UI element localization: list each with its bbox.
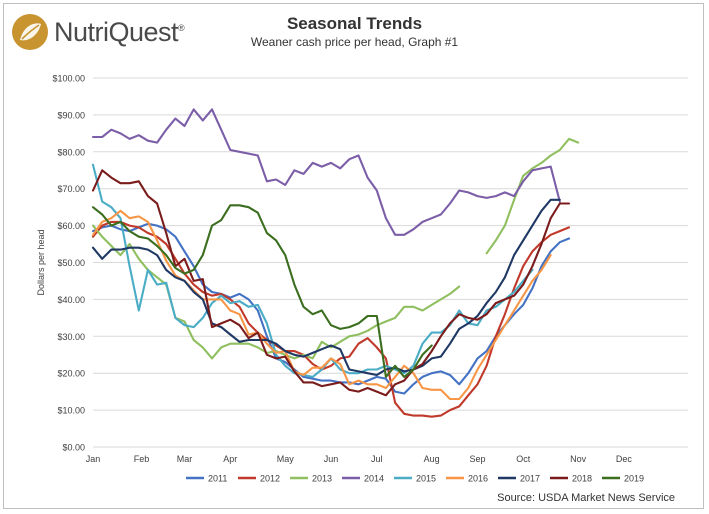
y-tick-label: $60.00 xyxy=(57,221,85,231)
legend-label-2017: 2017 xyxy=(520,474,540,484)
y-tick-label: $0.00 xyxy=(62,443,85,453)
x-tick-label: Oct xyxy=(516,454,531,464)
series-line-2011 xyxy=(91,222,571,395)
series-line-2015 xyxy=(91,163,534,378)
x-tick-label: Jan xyxy=(86,454,101,464)
chart-title: Seasonal Trends xyxy=(286,14,423,33)
source-note: Source: USDA Market News Service xyxy=(497,492,675,504)
series-line-2014 xyxy=(91,108,561,236)
x-tick-label: Jun xyxy=(324,454,339,464)
y-tick-label: $30.00 xyxy=(57,332,85,342)
legend-label-2019: 2019 xyxy=(624,474,644,484)
y-tick-label: $70.00 xyxy=(57,184,85,194)
x-tick-label: Sep xyxy=(469,454,485,464)
y-tick-label: $40.00 xyxy=(57,295,85,305)
series-line-2012 xyxy=(91,220,571,418)
y-tick-label: $20.00 xyxy=(57,369,85,379)
brand-logo: NutriQuest® xyxy=(12,12,185,52)
legend-label-2011: 2011 xyxy=(208,474,227,484)
x-tick-label: Dec xyxy=(616,454,633,464)
y-tick-label: $90.00 xyxy=(57,110,85,120)
legend-label-2016: 2016 xyxy=(468,474,488,484)
x-tick-label: May xyxy=(277,454,295,464)
series-line-2013 xyxy=(91,224,461,360)
y-tick-label: $50.00 xyxy=(57,258,85,268)
x-tick-label: Nov xyxy=(570,454,587,464)
brand-name: NutriQuest® xyxy=(54,16,185,47)
chart-frame xyxy=(3,3,704,509)
x-tick-label: Aug xyxy=(424,454,440,464)
legend-label-2018: 2018 xyxy=(572,474,592,484)
x-tick-label: Mar xyxy=(177,454,193,464)
series-line-2018 xyxy=(91,169,571,397)
y-tick-label: $100.00 xyxy=(52,74,85,84)
y-axis-label: Dollars per head xyxy=(36,229,46,295)
x-tick-label: Jul xyxy=(371,454,383,464)
y-tick-label: $80.00 xyxy=(57,147,85,157)
chart-subtitle: Weaner cash price per head, Graph #1 xyxy=(250,35,459,49)
leaf-logo-icon xyxy=(12,14,48,50)
legend-label-2013: 2013 xyxy=(312,474,332,484)
legend-label-2015: 2015 xyxy=(416,474,436,484)
series-line-2016 xyxy=(91,209,552,401)
x-tick-label: Feb xyxy=(134,454,150,464)
legend-label-2014: 2014 xyxy=(364,474,384,484)
y-tick-label: $10.00 xyxy=(57,406,85,416)
series-line-2019 xyxy=(91,204,433,378)
legend-label-2012: 2012 xyxy=(260,474,280,484)
series-line-2017 xyxy=(91,198,561,377)
x-tick-label: Apr xyxy=(223,454,237,464)
series-line-2013b xyxy=(485,137,580,255)
